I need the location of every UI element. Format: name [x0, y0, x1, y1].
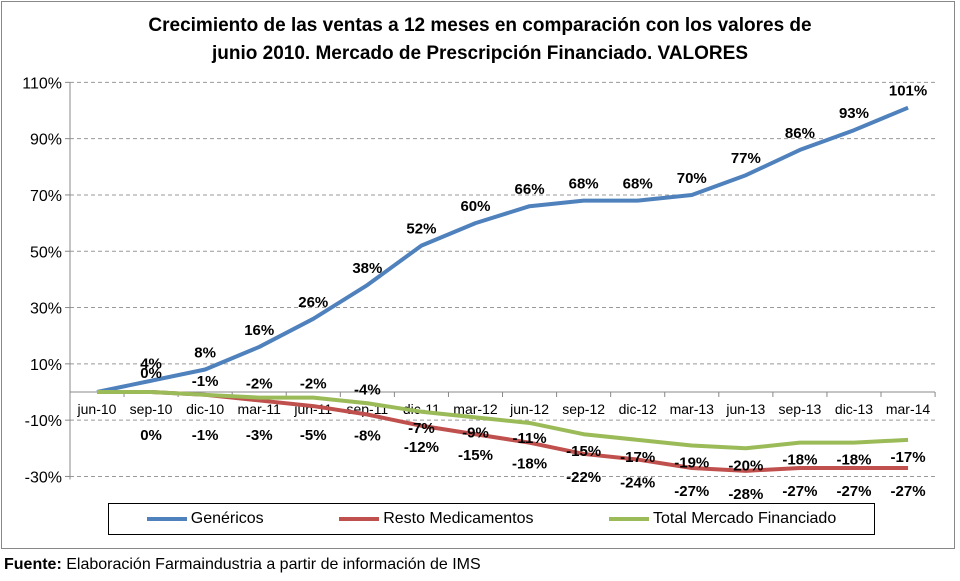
- x-tick-label: sep-10: [130, 401, 173, 417]
- footer-text: Elaboración Farmaindustria a partir de i…: [61, 556, 481, 573]
- data-label: -2%: [300, 376, 327, 393]
- data-label: 60%: [460, 198, 490, 215]
- data-label: -3%: [246, 427, 273, 444]
- data-label: -5%: [300, 427, 327, 444]
- legend-item-genericos: Genéricos: [146, 510, 264, 528]
- y-tick-label: 10%: [30, 357, 62, 374]
- y-tick-label: 90%: [30, 132, 62, 149]
- legend-swatch: [609, 517, 649, 521]
- data-label: -18%: [512, 456, 547, 473]
- x-tick-label: sep-12: [562, 401, 605, 417]
- y-tick-label: -10%: [25, 413, 62, 430]
- legend-item-total: Total Mercado Financiado: [609, 510, 836, 528]
- data-label: 4%: [140, 356, 162, 373]
- x-tick-label: mar-13: [670, 401, 715, 417]
- data-label: 68%: [623, 176, 653, 193]
- data-label: 0%: [140, 365, 162, 382]
- y-tick-label: -30%: [25, 469, 62, 486]
- data-label: 66%: [515, 181, 545, 198]
- data-label: 16%: [244, 322, 274, 339]
- legend-label: Genéricos: [190, 510, 264, 527]
- x-tick-label: jun-10: [77, 401, 117, 417]
- legend: Genéricos Resto Medicamentos Total Merca…: [108, 503, 875, 535]
- series-line-2: [97, 390, 909, 451]
- data-label: -27%: [674, 483, 709, 500]
- data-label: -15%: [566, 443, 601, 460]
- data-label: 26%: [298, 294, 328, 311]
- data-label: -1%: [192, 427, 219, 444]
- legend-label: Total Mercado Financiado: [653, 510, 837, 527]
- data-label: 70%: [677, 170, 707, 187]
- data-label: -28%: [728, 486, 763, 503]
- data-label: 38%: [352, 260, 382, 277]
- x-tick-label: mar-11: [238, 401, 282, 417]
- data-label: -19%: [674, 454, 709, 471]
- data-label: 68%: [569, 176, 599, 193]
- y-tick-label: 110%: [22, 75, 62, 92]
- x-tick-label: mar-12: [453, 401, 498, 417]
- legend-item-resto: Resto Medicamentos: [339, 510, 533, 528]
- data-label: 77%: [731, 150, 761, 167]
- x-tick-label: dic-13: [835, 401, 873, 417]
- chart-title: Crecimiento de las ventas a 12 meses en …: [60, 12, 900, 68]
- data-label: -7%: [408, 420, 435, 437]
- footer-label: Fuente:: [4, 556, 62, 573]
- data-label: -18%: [836, 452, 871, 469]
- data-label: 86%: [785, 125, 815, 142]
- data-label: -4%: [354, 381, 381, 398]
- data-label: -24%: [620, 475, 655, 492]
- data-label: -15%: [458, 447, 493, 464]
- y-tick-label: 70%: [30, 188, 62, 205]
- data-label: 52%: [406, 221, 436, 238]
- chart-frame: [1, 1, 955, 549]
- x-tick-label: jun-13: [725, 401, 765, 417]
- x-tick-label: mar-14: [886, 401, 931, 417]
- data-label: -27%: [836, 483, 871, 500]
- footer-source: Fuente: Elaboración Farmaindustria a par…: [4, 556, 481, 574]
- data-label: -27%: [782, 483, 817, 500]
- y-tick-label: 50%: [30, 244, 62, 261]
- data-label: 101%: [889, 83, 927, 100]
- data-label: 93%: [839, 105, 869, 122]
- data-label: -17%: [620, 449, 655, 466]
- x-tick-label: dic-10: [186, 401, 224, 417]
- data-label: 0%: [140, 427, 162, 444]
- title-line-1: Crecimiento de las ventas a 12 meses en …: [148, 15, 812, 36]
- title-line-2: junio 2010. Mercado de Prescripción Fina…: [211, 43, 748, 64]
- data-label: -11%: [512, 430, 546, 447]
- data-label: -17%: [891, 449, 926, 466]
- x-tick-label: jun-12: [509, 401, 549, 417]
- data-label: -12%: [404, 439, 439, 456]
- y-tick-label: 30%: [30, 301, 62, 318]
- data-label: -8%: [354, 428, 381, 445]
- legend-swatch: [146, 517, 187, 521]
- legend-swatch: [339, 517, 380, 521]
- data-label: 8%: [194, 344, 216, 361]
- x-tick-label: sep-13: [779, 401, 822, 417]
- legend-label: Resto Medicamentos: [383, 510, 534, 527]
- x-tick-label: dic-12: [619, 401, 657, 417]
- data-label: -22%: [566, 469, 601, 486]
- data-label: -27%: [891, 483, 926, 500]
- data-label: -9%: [462, 424, 489, 441]
- data-label: -1%: [192, 373, 219, 390]
- data-label: -18%: [782, 452, 817, 469]
- series-line-0: [96, 105, 909, 394]
- data-label: -20%: [728, 457, 763, 474]
- data-label: -2%: [246, 376, 273, 393]
